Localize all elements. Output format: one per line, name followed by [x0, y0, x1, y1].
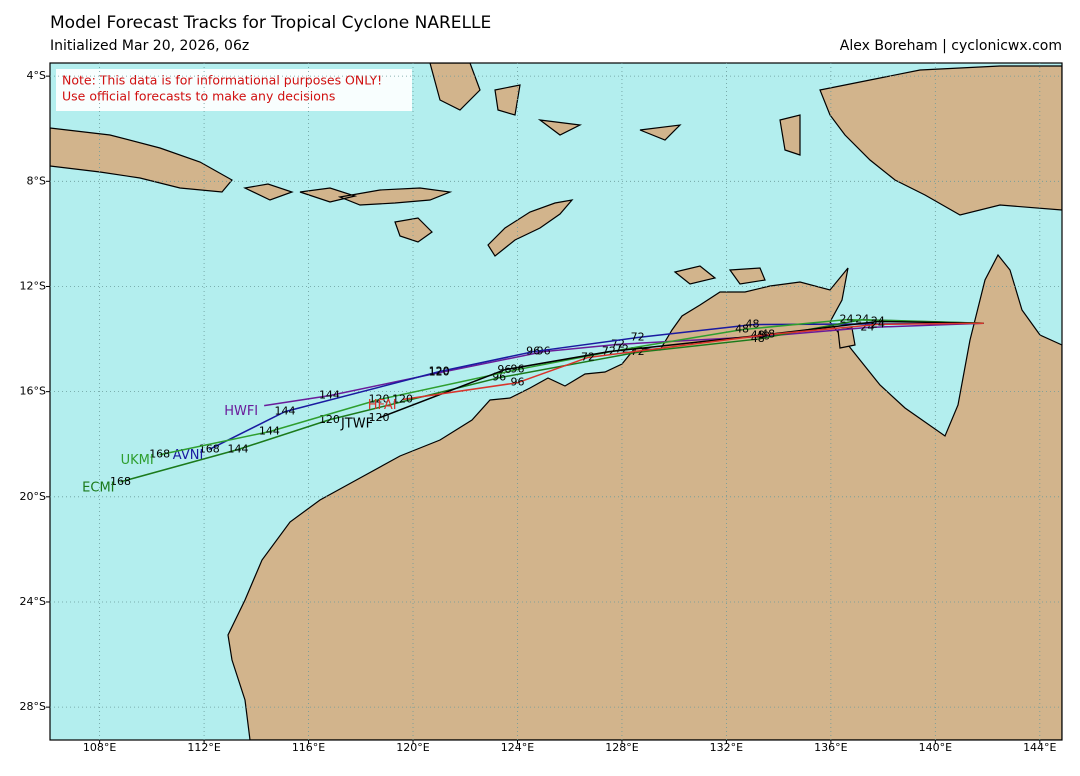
model-label: HFAI	[368, 398, 397, 413]
forecast-hour-label: 120	[369, 393, 390, 406]
forecast-hour-label: 72	[631, 330, 645, 343]
melville	[673, 265, 766, 285]
note-line: Use official forecasts to make any decis…	[62, 89, 335, 104]
track-line	[378, 320, 984, 419]
lon-tick-label: 128°E	[605, 741, 638, 754]
track-line	[264, 322, 984, 407]
forecast-hour-label: 96	[497, 363, 511, 376]
lon-tick-label: 112°E	[187, 741, 220, 754]
java	[50, 127, 233, 193]
forecast-hour-label: 24	[840, 313, 854, 326]
subtitle: Initialized Mar 20, 2026, 06z	[50, 38, 249, 54]
forecast-hour-label: 96	[537, 345, 551, 358]
lat-tick-label: 24°S	[20, 595, 46, 608]
track-line	[208, 322, 984, 451]
forecast-hour-label: 168	[149, 448, 170, 461]
map-frame	[49, 62, 1063, 741]
lon-tick-label: 116°E	[292, 741, 325, 754]
forecast-hour-label: 120	[429, 365, 450, 378]
sumba	[394, 217, 433, 243]
forecast-hour-label: 144	[228, 442, 249, 455]
forecast-hour-label: 48	[751, 329, 765, 342]
lon-tick-label: 124°E	[501, 741, 534, 754]
forecast-hour-label: 120	[369, 411, 390, 424]
groote	[837, 327, 856, 349]
new-guinea	[819, 65, 1062, 216]
lon-tick-label: 108°E	[83, 741, 116, 754]
forecast-hour-label: 168	[110, 475, 131, 488]
forecast-hour-label: 48	[746, 318, 760, 331]
lat-tick-label: 12°S	[20, 279, 46, 292]
forecast-hour-label: 96	[510, 376, 524, 389]
forecast-hour-label: 144	[259, 425, 280, 438]
forecast-hour-label: 72	[581, 350, 595, 363]
forecast-hour-label: 96	[526, 345, 540, 358]
islands-north	[429, 63, 801, 156]
model-label: HWFI	[224, 404, 258, 419]
lon-tick-label: 144°E	[1023, 741, 1056, 754]
forecast-hour-label: 24	[871, 317, 885, 330]
lat-tick-label: 8°S	[27, 174, 46, 187]
lon-tick-label: 120°E	[396, 741, 429, 754]
credit: Alex Boreham | cyclonicwx.com	[840, 38, 1062, 54]
lon-tick-label: 136°E	[814, 741, 847, 754]
land	[50, 63, 1062, 740]
track-line	[402, 322, 984, 401]
lon-tick-label: 132°E	[710, 741, 743, 754]
forecast-hour-label: 48	[735, 323, 749, 336]
title: Model Forecast Tracks for Tropical Cyclo…	[50, 13, 491, 33]
forecast-hour-label: 48	[761, 328, 775, 341]
lon-tick-label: 140°E	[919, 741, 952, 754]
track-line	[159, 318, 984, 456]
forecast-hour-label: 120	[392, 393, 413, 406]
model-label: ECMI	[82, 480, 114, 495]
forecast-hour-label: 144	[275, 405, 296, 418]
lat-tick-label: 4°S	[27, 69, 46, 82]
lesser-sunda	[243, 183, 453, 206]
model-label: UKMI	[121, 453, 154, 468]
note-line: Note: This data is for informational pur…	[62, 73, 382, 88]
forecast-hour-label: 96	[510, 363, 524, 376]
lat-tick-label: 28°S	[20, 700, 46, 713]
model-label: AVNI	[173, 448, 204, 463]
australia	[227, 253, 1062, 740]
lat-tick-label: 16°S	[20, 385, 46, 398]
lat-tick-label: 20°S	[20, 490, 46, 503]
model-label: JTWF	[340, 416, 373, 431]
